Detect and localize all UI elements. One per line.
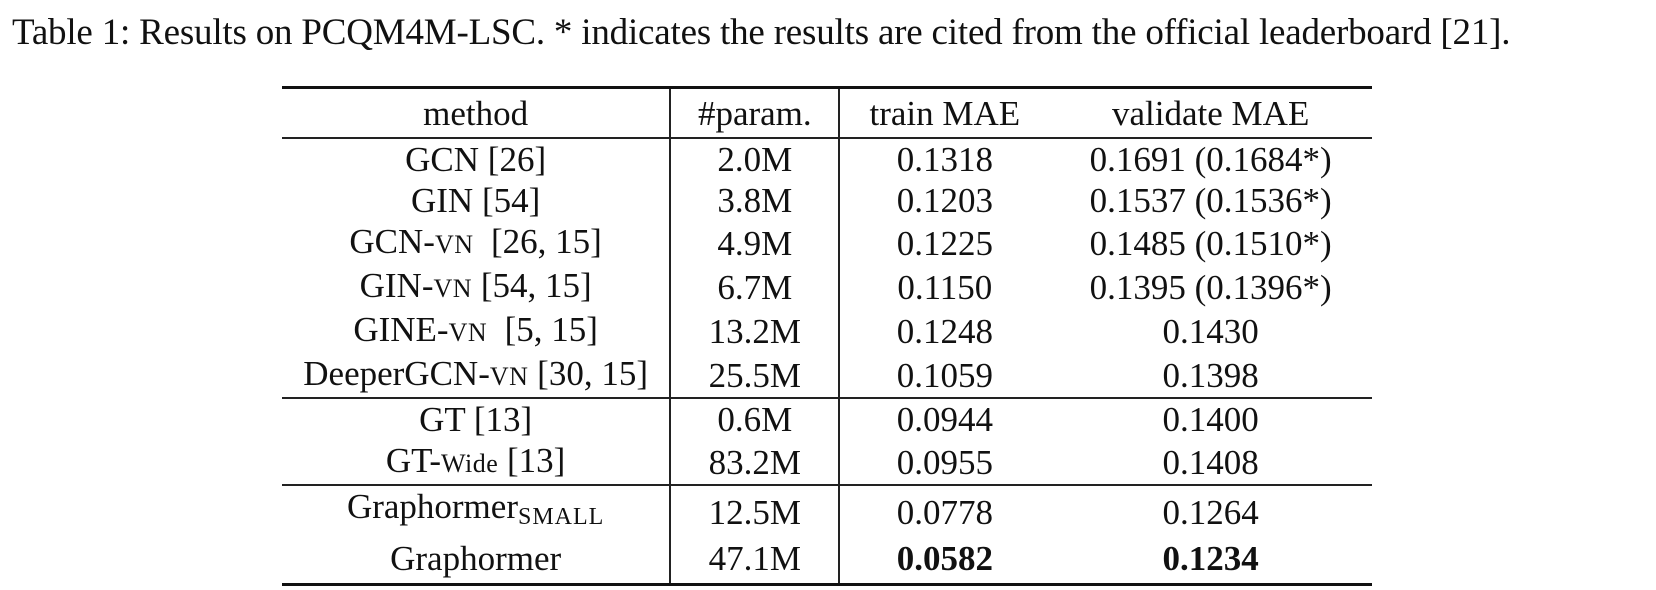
table-row: GCN [26] 2.0M 0.1318 0.1691 (0.1684*) [282,138,1372,180]
validate-mae-cell: 0.1537 (0.1536*) [1089,181,1332,220]
table-row: GT-Wide [13] 83.2M 0.0955 0.1408 [282,440,1372,485]
train-mae-cell: 0.0778 [839,484,1050,538]
train-mae-cell: 0.1059 [896,355,993,395]
validate-mae-cell: 0.1400 [1049,397,1372,440]
param-cell: 6.7M [670,265,841,309]
train-mae-cell: 0.0955 [896,442,993,482]
param-cell: 13.2M [670,309,841,353]
table-header-row: method #param. train MAE validate MAE [282,87,1372,138]
table-row: GCN-VN [26, 15] 4.9M 0.1225 0.1485 (0.15… [282,221,1372,265]
param-cell: 3.8M [670,180,841,221]
train-mae-cell: 0.1203 [896,181,993,220]
table-caption: Table 1: Results on PCQM4M-LSC. * indica… [12,12,1511,53]
validate-mae-cell: 0.1485 (0.1510*) [1089,223,1332,263]
train-mae-cell-best: 0.0582 [896,539,993,578]
validate-mae-cell: 0.1395 (0.1396*) [1089,267,1332,307]
train-mae-cell: 0.1318 [896,140,993,179]
header-validate-mae: validate MAE [1112,94,1310,133]
validate-mae-cell: 0.1691 (0.1684*) [1089,140,1332,179]
table-row: Graphormer 47.1M 0.0582 0.1234 [282,538,1372,585]
train-mae-cell: 0.1150 [897,267,993,307]
param-cell: 4.9M [670,221,841,265]
train-mae-cell: 0.1225 [896,223,993,263]
table-row: DeeperGCN-VN [30, 15] 25.5M 0.1059 0.139… [282,353,1372,398]
method-cell: GCN [26] [282,138,672,180]
param-cell: 83.2M [670,440,841,485]
header-param: #param. [670,87,841,138]
param-cell: 25.5M [670,353,841,398]
validate-mae-cell-best: 0.1234 [1162,539,1259,578]
header-train-mae: train MAE [869,94,1021,133]
table-row: GIN-VN [54, 15] 6.7M 0.1150 0.1395 (0.13… [282,265,1372,309]
method-cell: GraphormerSMALL [282,484,672,538]
results-table-grid: method #param. train MAE validate MAE GC… [282,86,1372,586]
method-cell: DeeperGCN-VN [30, 15] [282,353,672,398]
table-row: GT [13] 0.6M 0.0944 0.1400 [282,397,1372,440]
method-cell: Graphormer [282,538,672,585]
table-row: GINE-VN [5, 15] 13.2M 0.1248 0.1430 [282,309,1372,353]
validate-mae-cell: 0.1430 [1162,311,1259,351]
method-cell: GCN-VN [26, 15] [282,221,672,265]
results-table: method #param. train MAE validate MAE GC… [282,86,1372,586]
train-mae-cell: 0.0944 [839,397,1050,440]
table-row: GraphormerSMALL 12.5M 0.0778 0.1264 [282,484,1372,538]
validate-mae-cell: 0.1408 [1162,442,1259,482]
method-cell: GT-Wide [13] [282,440,672,485]
param-cell: 2.0M [670,138,841,180]
param-cell: 12.5M [670,484,841,538]
validate-mae-cell: 0.1398 [1162,355,1259,395]
param-cell: 0.6M [670,397,841,440]
train-mae-cell: 0.1248 [896,311,993,351]
method-cell: GT [13] [282,397,672,440]
validate-mae-cell: 0.1264 [1049,484,1372,538]
method-cell: GINE-VN [5, 15] [282,309,672,353]
method-cell: GIN [54] [282,180,672,221]
table-row: GIN [54] 3.8M 0.1203 0.1537 (0.1536*) [282,180,1372,221]
header-method: method [282,87,672,138]
method-cell: GIN-VN [54, 15] [282,265,672,309]
param-cell: 47.1M [670,538,841,585]
